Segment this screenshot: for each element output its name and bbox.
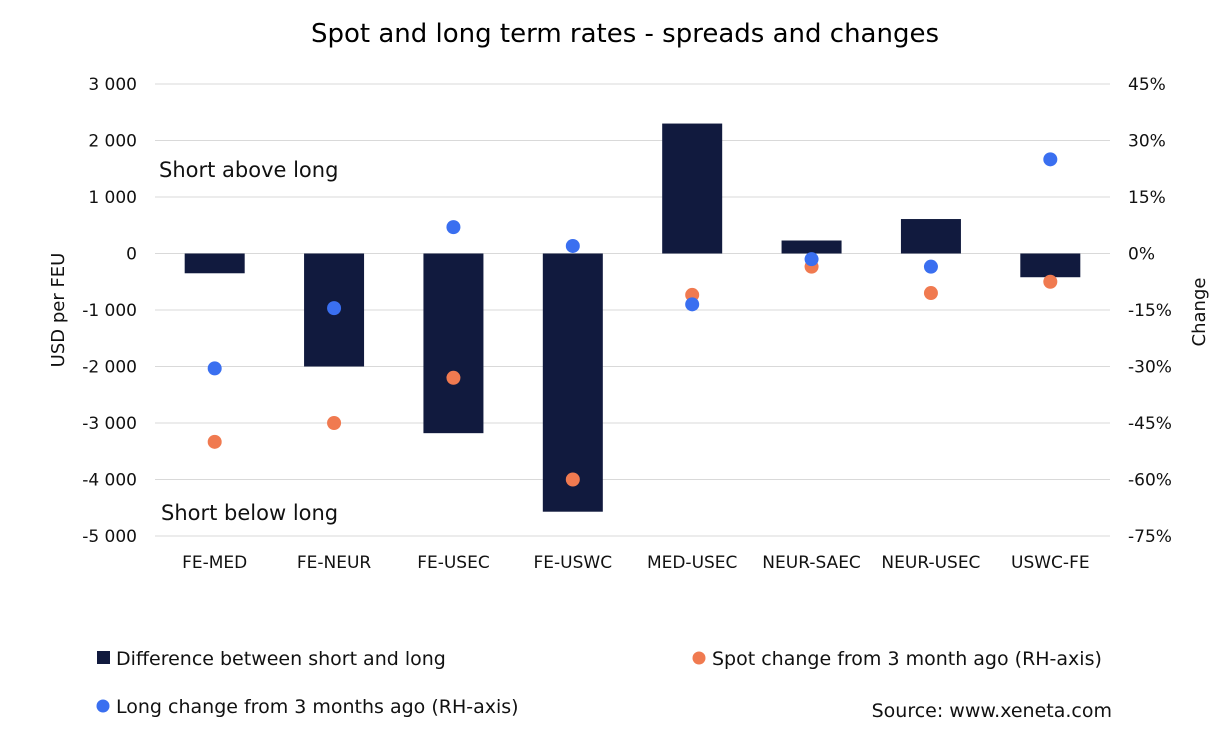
left-axis-tick-label: 0 [126, 245, 137, 265]
left-axis-tick-label: 2 000 [88, 132, 137, 152]
annotation-short-above-long: Short above long [159, 158, 338, 182]
x-axis-ticks: FE-MED FE-NEUR FE-USEC FE-USWC MED-USEC NEUR-… [182, 553, 1089, 573]
point-long-change [804, 252, 819, 267]
legend-swatch-spot [692, 651, 706, 665]
right-axis-tick-label: -60% [1128, 471, 1172, 491]
chart-title: Spot and long term rates - spreads and c… [311, 19, 939, 49]
bar-difference [781, 240, 842, 254]
point-spot-change [446, 370, 461, 385]
x-axis-tick-label: NEUR-SAEC [762, 553, 861, 573]
legend: Difference between short and long Spot c… [96, 648, 1102, 718]
point-long-change [685, 297, 700, 312]
right-axis-tick-label: -15% [1128, 301, 1172, 321]
x-axis-tick-label: NEUR-USEC [881, 553, 980, 573]
bar-difference [1020, 253, 1081, 278]
right-axis-tick-label: 45% [1128, 75, 1166, 95]
x-axis-tick-label: USWC-FE [1011, 553, 1090, 573]
bar-difference [423, 253, 484, 434]
bar-difference [900, 219, 961, 254]
x-axis-tick-label: MED-USEC [647, 553, 737, 573]
point-spot-change [1043, 274, 1058, 289]
right-axis-ticks: 45% 30% 15% 0% -15% -30% -45% -60% -75% [1128, 75, 1172, 547]
left-axis-ticks: 3 000 2 000 1 000 0 -1 000 -2 000 -3 000 -4 000… [82, 75, 137, 547]
bar-difference [184, 253, 245, 274]
x-axis-tick-label: FE-USEC [417, 553, 490, 573]
x-axis-tick-label: FE-NEUR [297, 553, 372, 573]
legend-label-difference: Difference between short and long [116, 648, 446, 670]
point-long-change [565, 238, 580, 253]
left-axis-tick-label: 3 000 [88, 75, 137, 95]
right-axis-tick-label: 30% [1128, 132, 1166, 152]
point-spot-change [207, 434, 222, 449]
legend-label-long: Long change from 3 months ago (RH-axis) [116, 696, 519, 718]
legend-swatch-long [96, 699, 110, 713]
bar-difference [542, 253, 603, 512]
right-axis-label: Change [1189, 278, 1210, 347]
points [207, 152, 1058, 487]
point-long-change [923, 259, 938, 274]
point-long-change [446, 220, 461, 235]
point-long-change [207, 361, 222, 376]
left-axis-tick-label: -4 000 [82, 471, 137, 491]
left-axis-tick-label: -2 000 [82, 358, 137, 378]
right-axis-tick-label: 15% [1128, 188, 1166, 208]
point-spot-change [327, 416, 342, 430]
right-axis-tick-label: -75% [1128, 527, 1172, 547]
right-axis-tick-label: -30% [1128, 358, 1172, 378]
gridlines [155, 83, 1110, 537]
bars [184, 123, 1081, 512]
left-axis-label: USD per FEU [48, 253, 69, 368]
annotation-short-below-long: Short below long [161, 501, 338, 525]
legend-label-spot: Spot change from 3 month ago (RH-axis) [712, 648, 1102, 670]
legend-swatch-difference [97, 651, 110, 664]
right-axis-tick-label: -45% [1128, 414, 1172, 434]
point-spot-change [923, 286, 938, 301]
x-axis-tick-label: FE-USWC [534, 553, 613, 573]
source-note: Source: www.xeneta.com [872, 700, 1112, 722]
left-axis-tick-label: -1 000 [82, 301, 137, 321]
left-axis-tick-label: -5 000 [82, 527, 137, 547]
point-long-change [327, 301, 342, 316]
left-axis-tick-label: -3 000 [82, 414, 137, 434]
left-axis-tick-label: 1 000 [88, 188, 137, 208]
x-axis-tick-label: FE-MED [182, 553, 247, 573]
point-long-change [1043, 152, 1058, 167]
point-spot-change [565, 472, 580, 487]
bar-difference [662, 123, 723, 254]
right-axis-tick-label: 0% [1128, 245, 1155, 265]
